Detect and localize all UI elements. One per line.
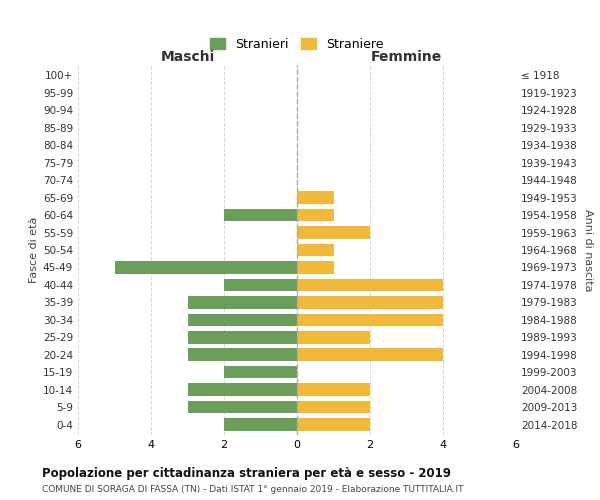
Y-axis label: Anni di nascita: Anni di nascita — [583, 209, 593, 291]
Bar — [297, 261, 334, 274]
Bar — [297, 331, 370, 344]
Bar — [115, 261, 297, 274]
Bar — [297, 226, 370, 239]
Bar — [187, 331, 297, 344]
Bar — [224, 209, 297, 222]
Bar — [297, 314, 443, 326]
Bar — [297, 278, 443, 291]
Bar — [187, 348, 297, 361]
Y-axis label: Fasce di età: Fasce di età — [29, 217, 39, 283]
Text: Maschi: Maschi — [160, 50, 215, 64]
Bar — [297, 401, 370, 413]
Bar — [297, 418, 370, 431]
Text: Femmine: Femmine — [371, 50, 442, 64]
Text: COMUNE DI SORAGA DI FASSA (TN) - Dati ISTAT 1° gennaio 2019 - Elaborazione TUTTI: COMUNE DI SORAGA DI FASSA (TN) - Dati IS… — [42, 485, 464, 494]
Bar — [297, 348, 443, 361]
Text: Popolazione per cittadinanza straniera per età e sesso - 2019: Popolazione per cittadinanza straniera p… — [42, 468, 451, 480]
Legend: Stranieri, Straniere: Stranieri, Straniere — [206, 34, 388, 54]
Bar — [297, 244, 334, 256]
Bar — [224, 366, 297, 378]
Bar — [187, 296, 297, 308]
Bar — [297, 209, 334, 222]
Bar — [187, 384, 297, 396]
Bar — [224, 278, 297, 291]
Bar — [297, 296, 443, 308]
Bar — [187, 314, 297, 326]
Bar — [187, 401, 297, 413]
Bar — [297, 384, 370, 396]
Bar — [224, 418, 297, 431]
Bar — [297, 192, 334, 204]
